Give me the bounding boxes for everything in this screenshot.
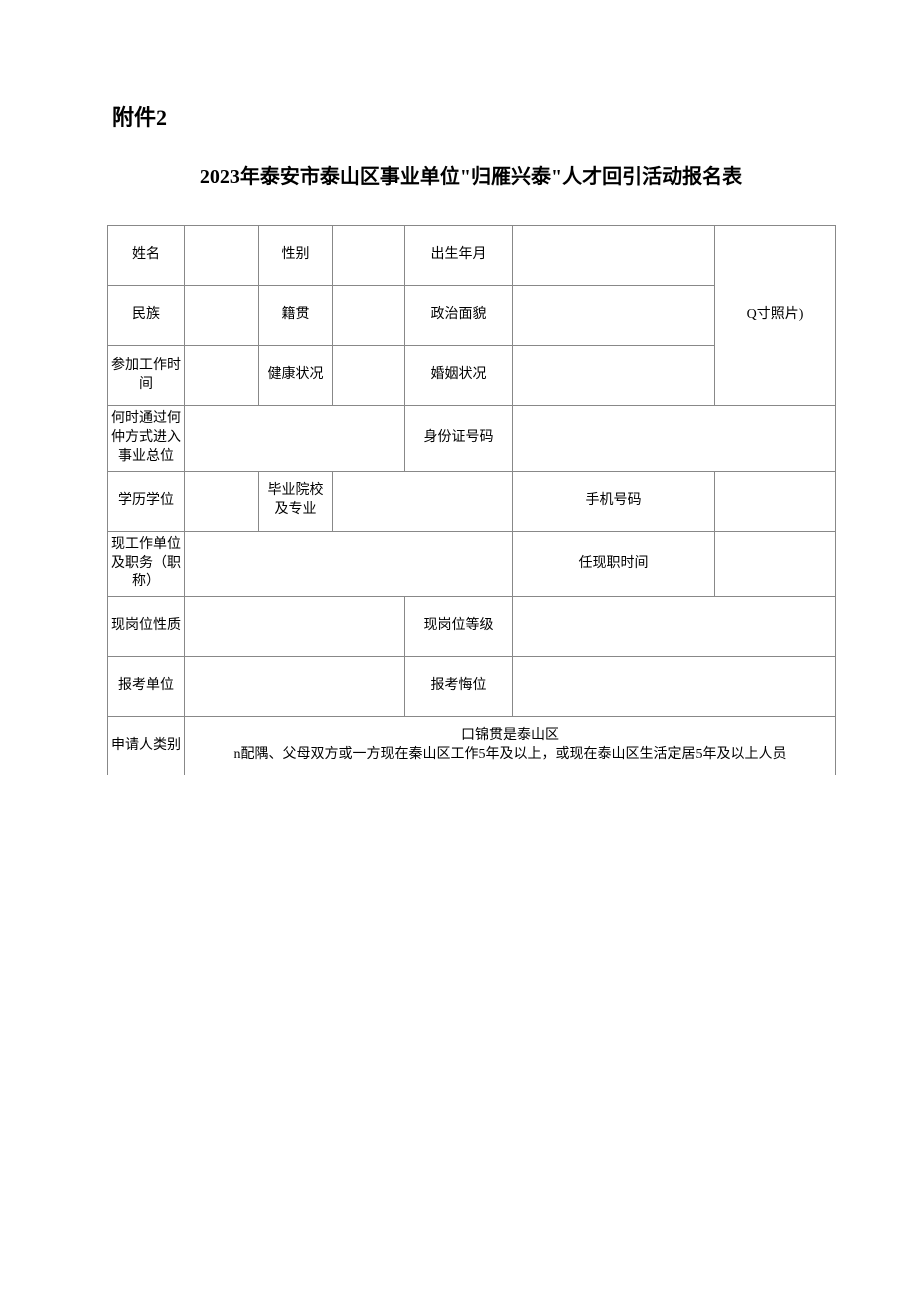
application-form-table: 姓名 性别 出生年月 Q寸照片) 民族 籍贯 政治面貌 参加工作时间 健康状况 … — [107, 225, 836, 775]
attachment-label: 附件2 — [112, 100, 835, 132]
value-tenure-time — [715, 531, 836, 597]
value-name — [185, 226, 259, 286]
value-education — [185, 471, 259, 531]
label-health: 健康状况 — [259, 346, 333, 406]
value-birth — [513, 226, 715, 286]
value-position-nature — [185, 597, 405, 657]
value-phone — [715, 471, 836, 531]
label-tenure-time: 任现职时间 — [513, 531, 715, 597]
label-name: 姓名 — [108, 226, 185, 286]
value-entry-method — [185, 406, 405, 472]
value-apply-unit — [185, 657, 405, 717]
photo-cell: Q寸照片) — [715, 226, 836, 406]
label-gender: 性别 — [259, 226, 333, 286]
value-marital — [513, 346, 715, 406]
value-current-unit — [185, 531, 513, 597]
label-current-unit: 现工作单位及职务（职称） — [108, 531, 185, 597]
label-marital: 婚姻状况 — [405, 346, 513, 406]
value-work-start — [185, 346, 259, 406]
applicant-opt2: n配隅、父母双方或一方现在秦山区工作5年及以上，或现在泰山区生活定居5年及以上人… — [234, 747, 787, 762]
value-ethnicity — [185, 286, 259, 346]
label-position-level: 现岗位等级 — [405, 597, 513, 657]
form-title: 2023年泰安市泰山区事业单位"归雁兴泰"人才回引活动报名表 — [107, 160, 835, 189]
label-work-start: 参加工作时间 — [108, 346, 185, 406]
value-gender — [333, 226, 405, 286]
label-ethnicity: 民族 — [108, 286, 185, 346]
label-political: 政治面貌 — [405, 286, 513, 346]
value-apply-position — [513, 657, 836, 717]
label-apply-position: 报考悔位 — [405, 657, 513, 717]
value-native-place — [333, 286, 405, 346]
applicant-opt1: 口锦贯是泰山区 — [461, 728, 559, 743]
label-apply-unit: 报考单位 — [108, 657, 185, 717]
value-applicant-type: 口锦贯是泰山区 n配隅、父母双方或一方现在秦山区工作5年及以上，或现在泰山区生活… — [185, 717, 836, 775]
label-entry-method: 何时通过何仲方式进入事业总位 — [108, 406, 185, 472]
value-position-level — [513, 597, 836, 657]
label-phone: 手机号码 — [513, 471, 715, 531]
value-political — [513, 286, 715, 346]
value-id-number — [513, 406, 836, 472]
label-birth: 出生年月 — [405, 226, 513, 286]
label-id-number: 身份证号码 — [405, 406, 513, 472]
value-school-major — [333, 471, 513, 531]
label-school-major: 毕业院校及专业 — [259, 471, 333, 531]
label-applicant-type: 申请人类别 — [108, 717, 185, 775]
label-position-nature: 现岗位性质 — [108, 597, 185, 657]
label-native-place: 籍贯 — [259, 286, 333, 346]
label-education: 学历学位 — [108, 471, 185, 531]
value-health — [333, 346, 405, 406]
